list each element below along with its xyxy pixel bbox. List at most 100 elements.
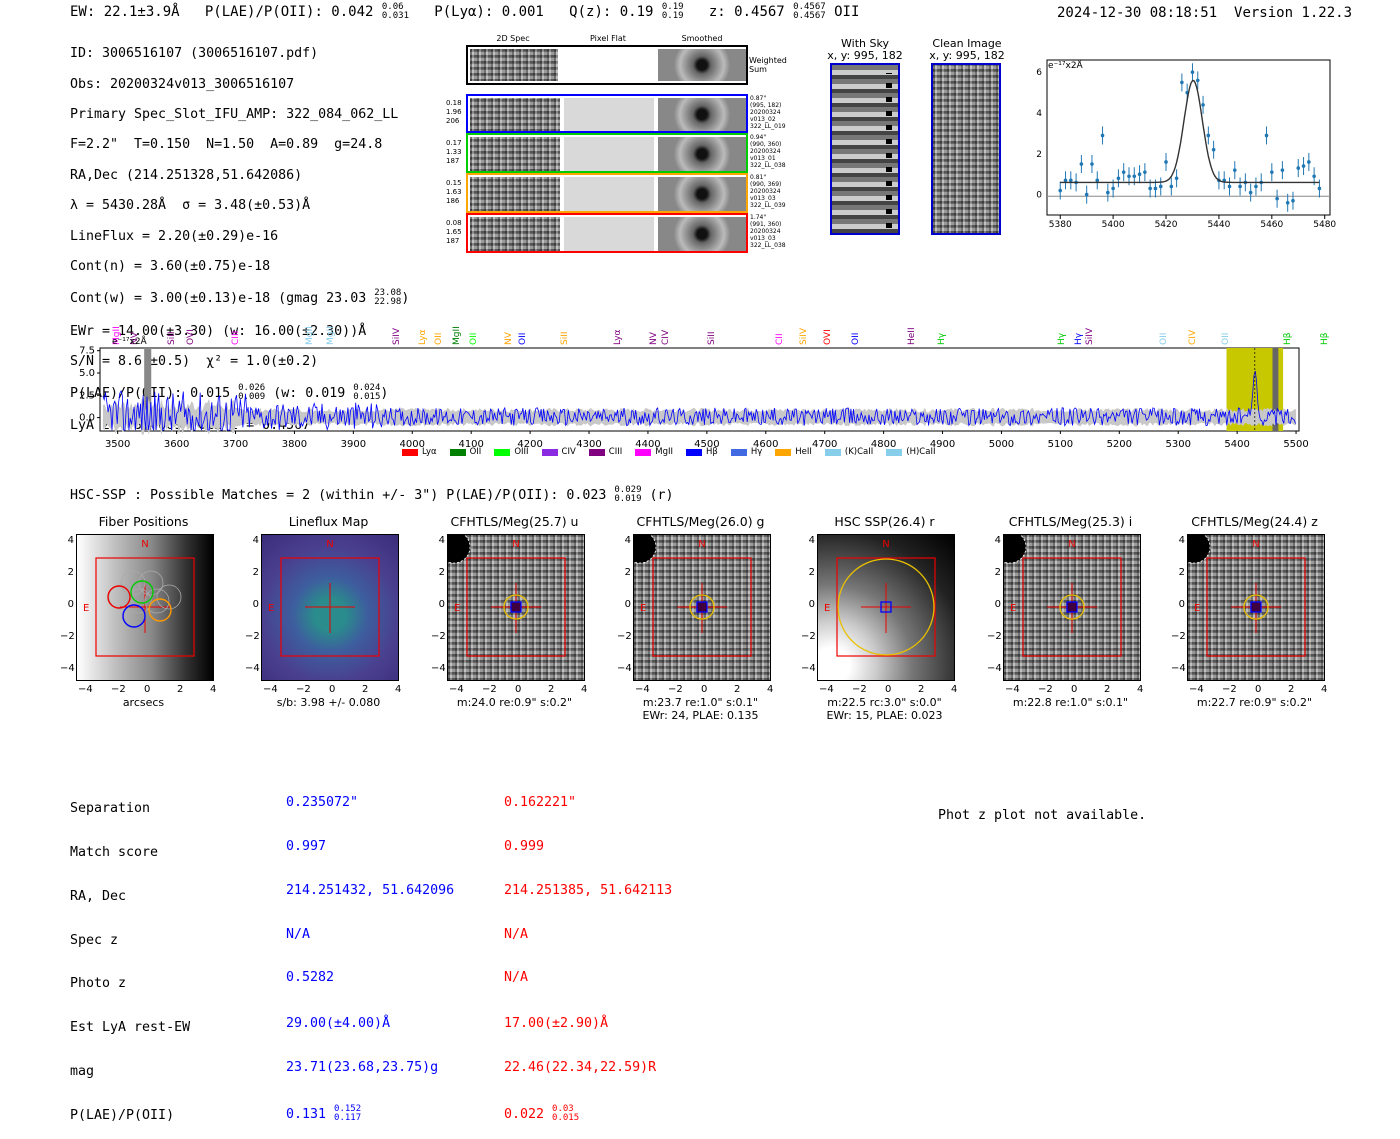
- zoom-data-point: [1158, 184, 1163, 189]
- zoom-ylabel: e⁻¹⁷x2Å: [1048, 61, 1083, 71]
- zoom-data-point: [1312, 174, 1316, 179]
- north-label: N: [326, 539, 333, 550]
- blue-match-score: 0.997: [286, 838, 327, 854]
- aperture-box: [466, 557, 566, 657]
- full-xtick-label: 4400: [635, 439, 660, 450]
- fiber-circle: [138, 570, 164, 596]
- cutout-ytick: 2: [1178, 567, 1185, 578]
- cutout-xtick: −2: [852, 684, 867, 695]
- cutout-ytick: 0: [252, 599, 259, 610]
- cutout-footer: s/b: 3.98 +/- 0.080: [276, 696, 381, 709]
- fiber-blue: [122, 604, 146, 628]
- catalog-marker: [510, 601, 522, 613]
- row1-right-label: 0.87" (995, 182) 20200324 v013_02 322_LL…: [750, 95, 786, 130]
- legend-label: Hγ: [750, 447, 763, 457]
- red-radec: 214.251385, 51.642113: [504, 882, 673, 898]
- legend-label: (H)CaII: [906, 447, 936, 457]
- zoom-data-point: [1280, 168, 1285, 172]
- north-label: N: [698, 539, 705, 550]
- full-xtick-label: 5300: [1165, 439, 1190, 450]
- cutout-xtick: −2: [296, 684, 311, 695]
- zoom-data-point: [1127, 174, 1131, 179]
- cutout-ytick: 2: [438, 567, 445, 578]
- info-sn: S/N = 8.6(±0.5) χ² = 1.0(±0.2): [70, 354, 319, 370]
- cutout-xtick: −4: [1005, 684, 1020, 695]
- zoom-data-point: [1137, 172, 1142, 177]
- east-label: E: [640, 603, 646, 614]
- full-xtick-label: 5000: [989, 439, 1014, 450]
- cutout-ytick: 4: [994, 535, 1001, 546]
- full-xtick-label: 3700: [223, 439, 248, 450]
- cutout-ytick: 4: [252, 535, 259, 546]
- full-ytick-label: 0.0: [79, 413, 95, 424]
- with-sky-image: [830, 63, 900, 235]
- catalog-marker: [1250, 601, 1262, 613]
- cutout-ytick: 0: [67, 599, 74, 610]
- cutout-ytick: −4: [801, 663, 816, 674]
- spec2d-row-3: [466, 173, 748, 213]
- cutout-ytick: −4: [245, 663, 260, 674]
- legend-item: OII: [449, 447, 481, 457]
- zoom-data-point: [1111, 186, 1115, 191]
- cutout-ytick: 4: [1178, 535, 1185, 546]
- blue-mag: 23.71(23.68,23.75)g: [286, 1059, 439, 1075]
- cutout-overlay: NE: [268, 539, 380, 657]
- legend-item: Lyα: [402, 447, 437, 457]
- full-xtick-label: 4500: [694, 439, 719, 450]
- info-lineflux: LineFlux = 2.20(±0.29)e-16: [70, 228, 279, 244]
- aperture-box: [1206, 557, 1306, 657]
- with-sky-xy: x, y: 995, 182: [827, 49, 903, 62]
- north-label: N: [1252, 539, 1259, 550]
- zoom-data-point: [1069, 178, 1073, 183]
- weighted-pixelflat: [560, 49, 656, 81]
- legend-swatch: [588, 448, 605, 456]
- clean-image-xy: x, y: 995, 182: [929, 49, 1005, 62]
- cutout-overlay: NE: [1004, 535, 1122, 657]
- cutout-title: CFHTLS/Meg(24.4) z: [1191, 514, 1318, 529]
- row4-2dspec: [470, 217, 560, 251]
- cutout-xtick: −4: [449, 684, 464, 695]
- cutout-ytick: −2: [431, 631, 446, 642]
- zoom-data-point: [1143, 170, 1147, 174]
- red-spec-z: N/A: [504, 926, 529, 942]
- match-labels: Separation Match score RA, Dec Spec z Ph…: [70, 773, 190, 1138]
- cutout-xtick: 2: [1288, 684, 1295, 695]
- legend-swatch: [494, 448, 511, 456]
- fiber-circle: [126, 588, 152, 614]
- hsc-line: HSC-SSP : Possible Matches = 2 (within +…: [70, 488, 607, 503]
- full-xtick-label: 3900: [341, 439, 366, 450]
- info-plae-hi: 0.026: [238, 383, 266, 394]
- row3-right-label: 0.81" (990, 369) 20200324 v013_03 322_LL…: [750, 174, 786, 209]
- cutout-ytick: 4: [67, 535, 74, 546]
- blue-plae: 0.131: [286, 1106, 327, 1122]
- full-xtick-label: 5100: [1048, 439, 1073, 450]
- cutout-ytick: 0: [1178, 599, 1185, 610]
- cutout-ytick: 2: [994, 567, 1001, 578]
- info-contw: Cont(w) = 3.00(±0.13)e-18 (gmag 23.03 23…: [70, 289, 409, 308]
- fiber-red: [107, 585, 131, 609]
- row2-smoothed: [658, 137, 746, 171]
- blue-lya-ew: 29.00(±4.00)Å: [286, 1016, 391, 1032]
- cutout-xtick: −4: [819, 684, 834, 695]
- row4-right-label: 1.74" (991, 360) 20200324 v013_03 322_LL…: [750, 214, 786, 249]
- header-plae-lo: 0.031: [381, 11, 409, 21]
- label-spec-z: Spec z: [70, 932, 119, 948]
- full-ytick-label: 2.5: [79, 390, 95, 401]
- zoom-data-point: [1190, 70, 1195, 75]
- legend-label: (K)CaII: [844, 447, 874, 457]
- zoom-spectrum-chart: 5380 5400 5420 5440 5460 5480 0 2 4 6: [1036, 59, 1336, 230]
- header-plya: P(Lyα): 0.001: [434, 4, 544, 20]
- cutout-ytick: 0: [994, 599, 1001, 610]
- cutout-title: Lineflux Map: [288, 514, 369, 529]
- row2-right-label: 0.94" (990, 360) 20200324 v013_01 322_LL…: [750, 134, 786, 169]
- north-label: N: [1068, 539, 1075, 550]
- east-label: E: [1194, 603, 1200, 614]
- full-xtick-label: 5500: [1283, 439, 1308, 450]
- zoom-data-point: [1058, 188, 1063, 193]
- zoom-data-point: [1296, 166, 1301, 170]
- cutout-ytick: 0: [808, 599, 815, 610]
- zoom-data-point: [1307, 160, 1311, 164]
- row1-pixelflat: [564, 98, 654, 131]
- cutout-title: CFHTLS/Meg(26.0) g: [636, 514, 765, 529]
- with-sky-title: With Sky: [841, 37, 889, 50]
